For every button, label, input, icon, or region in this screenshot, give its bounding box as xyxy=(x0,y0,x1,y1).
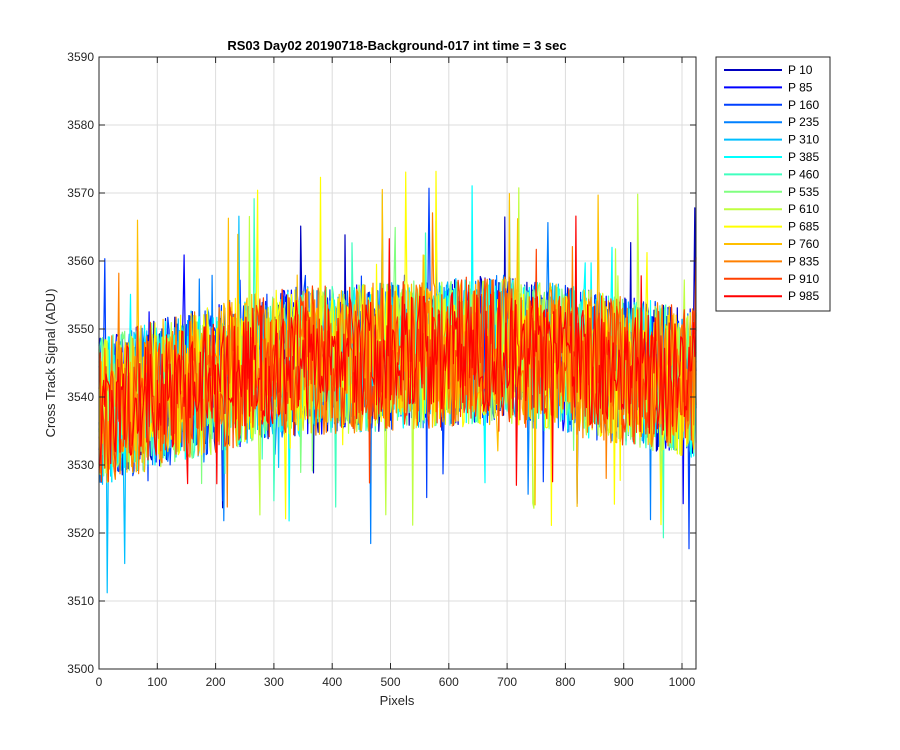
x-tick-label: 800 xyxy=(555,675,575,689)
series-line-p835 xyxy=(98,212,697,508)
legend-entry-label: P 460 xyxy=(788,167,819,181)
legend-entry-label: P 385 xyxy=(788,150,819,164)
legend-entry-label: P 85 xyxy=(788,80,813,94)
legend-entry-label: P 160 xyxy=(788,98,819,112)
legend-entry-label: P 310 xyxy=(788,133,819,147)
x-tick-label: 900 xyxy=(614,675,634,689)
series-lines xyxy=(98,170,697,594)
y-tick-label: 3570 xyxy=(67,186,94,200)
legend-entry-label: P 235 xyxy=(788,115,819,129)
x-tick-label: 100 xyxy=(147,675,167,689)
x-axis-label: Pixels xyxy=(380,693,415,708)
y-tick-label: 3530 xyxy=(67,458,94,472)
x-tick-label: 0 xyxy=(96,675,103,689)
legend-entry-label: P 685 xyxy=(788,220,819,234)
x-tick-label: 500 xyxy=(380,675,400,689)
legend-entry-label: P 760 xyxy=(788,237,819,251)
y-axis-label: Cross Track Signal (ADU) xyxy=(43,289,58,438)
legend-entry-label: P 910 xyxy=(788,272,819,286)
legend-entry-label: P 985 xyxy=(788,289,819,303)
plot-frame xyxy=(98,56,697,670)
x-tick-label: 300 xyxy=(264,675,284,689)
legend-entry-label: P 835 xyxy=(788,254,819,268)
legend-box xyxy=(715,56,831,312)
y-tick-label: 3500 xyxy=(67,662,94,676)
y-tick-label: 3560 xyxy=(67,254,94,268)
legend-entry-label: P 610 xyxy=(788,202,819,216)
x-tick-label: 200 xyxy=(206,675,226,689)
y-tick-label: 3540 xyxy=(67,390,94,404)
legend: P 10 P 85 P 160 P 235 P 310 P 385 P 460 P 535 P … xyxy=(715,56,831,312)
legend-entry-label: P 10 xyxy=(788,63,813,77)
x-tick-label: 400 xyxy=(322,675,342,689)
series-line-p985 xyxy=(98,215,697,486)
y-tick-label: 3520 xyxy=(67,526,94,540)
x-tick-label: 1000 xyxy=(669,675,696,689)
legend-entry-label: P 535 xyxy=(788,185,819,199)
y-tick-label: 3510 xyxy=(67,594,94,608)
x-tick-label: 700 xyxy=(497,675,517,689)
chart-title: RS03 Day02 20190718-Background-017 int t… xyxy=(227,38,566,53)
y-tick-label: 3580 xyxy=(67,118,94,132)
axis-ticks: 0 100 200 300 400 500 600 700 800 900 1000 3500 3510… xyxy=(67,50,696,689)
y-tick-label: 3550 xyxy=(67,322,94,336)
x-tick-label: 600 xyxy=(439,675,459,689)
y-tick-label: 3590 xyxy=(67,50,94,64)
